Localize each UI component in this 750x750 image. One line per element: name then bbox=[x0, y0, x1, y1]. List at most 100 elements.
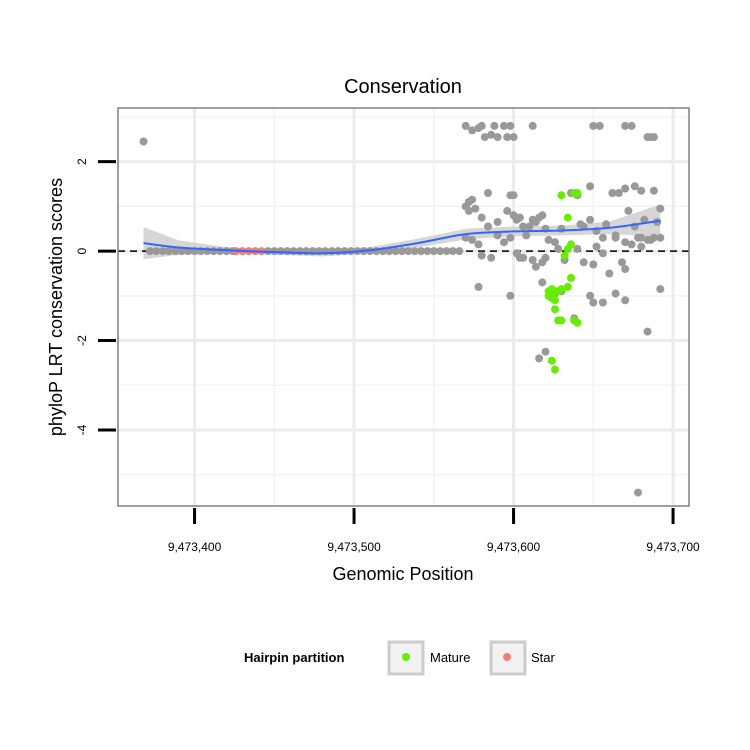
y-axis: 2 0 -2 -4 bbox=[75, 158, 116, 435]
point-other bbox=[404, 247, 413, 256]
point-other bbox=[455, 247, 464, 256]
point-other bbox=[442, 247, 451, 256]
point-other bbox=[139, 137, 148, 146]
point-mature bbox=[551, 365, 559, 374]
point-other bbox=[509, 191, 518, 200]
point-other bbox=[630, 182, 639, 191]
point-other bbox=[541, 347, 550, 356]
legend-swatch-star bbox=[503, 653, 511, 661]
point-other bbox=[493, 218, 502, 226]
point-mature bbox=[551, 305, 559, 314]
point-other bbox=[436, 247, 445, 256]
point-other bbox=[525, 222, 534, 231]
x-tick-label: 9,473,700 bbox=[646, 540, 700, 554]
point-other bbox=[621, 184, 630, 193]
plot-panel bbox=[117, 107, 690, 507]
point-other bbox=[621, 238, 630, 247]
point-other bbox=[627, 240, 636, 249]
point-mature bbox=[573, 189, 582, 197]
point-other bbox=[656, 233, 665, 242]
point-other bbox=[586, 215, 595, 224]
point-other bbox=[611, 289, 620, 298]
point-other bbox=[627, 121, 636, 130]
point-other bbox=[493, 231, 502, 240]
panel-border bbox=[117, 107, 690, 507]
point-other bbox=[464, 206, 473, 215]
x-axis-title: Genomic Position bbox=[332, 564, 473, 584]
legend: Hairpin partition Mature Star bbox=[244, 640, 556, 676]
point-mature bbox=[557, 316, 566, 325]
point-other bbox=[621, 121, 630, 130]
point-other bbox=[461, 121, 470, 130]
point-other bbox=[500, 121, 508, 130]
point-other bbox=[598, 233, 607, 242]
point-other bbox=[477, 213, 486, 222]
point-other bbox=[598, 249, 607, 258]
legend-label-mature: Mature bbox=[430, 650, 470, 665]
plot-background bbox=[118, 108, 689, 506]
point-other bbox=[624, 206, 633, 215]
point-other bbox=[598, 298, 607, 307]
point-mature bbox=[557, 285, 566, 294]
point-other bbox=[506, 121, 515, 130]
point-mature bbox=[551, 296, 559, 305]
point-other bbox=[477, 121, 486, 130]
point-other bbox=[586, 182, 595, 191]
point-other bbox=[397, 247, 406, 256]
point-mature bbox=[563, 213, 572, 222]
point-other bbox=[586, 291, 595, 300]
point-other bbox=[592, 242, 601, 251]
point-other bbox=[522, 231, 531, 240]
point-mature bbox=[547, 356, 556, 365]
point-other bbox=[602, 220, 611, 229]
point-other bbox=[538, 211, 547, 220]
point-mature bbox=[573, 318, 582, 327]
point-other bbox=[637, 186, 646, 195]
point-other bbox=[410, 247, 419, 256]
point-other bbox=[589, 298, 598, 307]
point-other bbox=[509, 133, 518, 142]
point-other bbox=[579, 258, 588, 267]
x-tick-label: 9,473,500 bbox=[327, 540, 381, 554]
smooth-line-layer bbox=[143, 219, 661, 255]
point-other bbox=[544, 235, 553, 244]
point-other bbox=[423, 247, 432, 256]
point-other bbox=[528, 256, 537, 264]
point-other bbox=[519, 222, 528, 231]
y-tick-label: 0 bbox=[75, 247, 89, 254]
point-other bbox=[589, 260, 598, 269]
chart-title: Conservation bbox=[344, 76, 462, 98]
point-other bbox=[531, 262, 540, 271]
point-other bbox=[535, 354, 544, 363]
point-other bbox=[643, 235, 652, 244]
point-other bbox=[634, 488, 642, 497]
point-other bbox=[656, 285, 665, 294]
point-other bbox=[145, 247, 154, 256]
point-other bbox=[477, 251, 486, 260]
point-other bbox=[506, 291, 515, 300]
point-mature bbox=[567, 273, 575, 282]
point-other bbox=[551, 238, 559, 247]
point-other bbox=[484, 222, 492, 231]
point-other bbox=[487, 130, 496, 139]
y-tick-label: 2 bbox=[75, 158, 89, 165]
point-other bbox=[649, 186, 658, 195]
point-other bbox=[484, 189, 492, 197]
point-other bbox=[554, 244, 563, 253]
point-other bbox=[656, 204, 665, 213]
x-tick-label: 9,473,600 bbox=[487, 540, 541, 554]
gridlines bbox=[118, 108, 689, 506]
point-other bbox=[171, 247, 180, 256]
point-other bbox=[643, 327, 652, 336]
smooth-line bbox=[143, 219, 661, 255]
point-other bbox=[503, 206, 512, 215]
point-other bbox=[589, 121, 598, 130]
point-other bbox=[614, 189, 623, 197]
point-other bbox=[468, 195, 477, 204]
point-other bbox=[500, 238, 508, 247]
point-other bbox=[621, 296, 630, 305]
point-other bbox=[595, 121, 604, 130]
point-other bbox=[417, 247, 425, 256]
point-other bbox=[634, 233, 642, 242]
